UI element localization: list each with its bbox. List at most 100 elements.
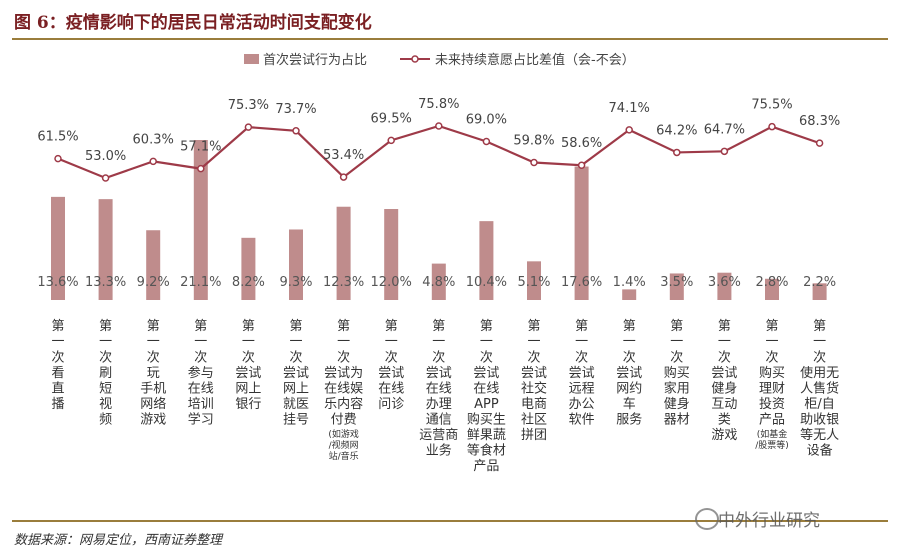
category-label: 尝试 <box>569 366 595 381</box>
category-label: 一 <box>242 335 255 350</box>
bar-value-label: 8.2% <box>232 275 265 290</box>
line-point <box>577 161 586 169</box>
category-label: 通信 <box>426 413 452 428</box>
bar <box>384 209 399 300</box>
category-label: 玩 <box>147 366 160 381</box>
category-label: 一 <box>337 335 350 350</box>
line-value-label: 58.6% <box>561 136 602 151</box>
category-label: 等无人 <box>800 427 839 443</box>
line-point <box>339 173 348 181</box>
category-label: 问诊 <box>378 397 404 412</box>
line-series <box>54 122 824 182</box>
category-label: 助收银 <box>800 413 839 428</box>
bar-value-label: 9.2% <box>137 275 170 290</box>
category-label: 尝试为 <box>324 366 363 381</box>
line-value-label: 73.7% <box>275 102 316 117</box>
bar-value-label: 5.1% <box>517 275 550 290</box>
bar-value-label: 3.5% <box>660 275 693 290</box>
category-label: 第 <box>813 319 826 334</box>
category-label: 尝试 <box>616 366 642 381</box>
chart-svg: 首次尝试行为占比 未来持续意愿占比差值（会-不会） 13.6% 13.3% 9.2%… <box>37 52 840 474</box>
bar <box>765 278 779 300</box>
category-label: 次 <box>765 350 778 366</box>
category-label: 产品 <box>759 413 785 428</box>
bar-value-label: 2.8% <box>755 275 788 290</box>
bar <box>193 140 208 300</box>
category-label: 次 <box>623 350 636 366</box>
category-label: 学习 <box>188 412 214 428</box>
category-label: 器材 <box>664 413 690 428</box>
line-value-label: 68.3% <box>799 114 840 129</box>
category-label: 等食材 <box>467 443 506 459</box>
category-label: 类 <box>718 413 731 428</box>
bar <box>669 273 684 300</box>
category-label: 挂号 <box>283 413 309 428</box>
line-value-label: 60.3% <box>133 132 174 147</box>
category-label: 付费 <box>331 413 357 428</box>
category-label: APP <box>474 397 499 412</box>
bottom-rule <box>12 520 888 522</box>
line-point <box>768 122 776 131</box>
category-label: 第 <box>242 319 255 334</box>
line-point <box>244 123 253 131</box>
category-label: 电商 <box>521 397 547 412</box>
legend-bar-label: 首次尝试行为占比 <box>263 52 367 68</box>
bar-value-label: 13.3% <box>85 275 126 290</box>
watermark: 中外行业研究 <box>718 511 820 531</box>
bar <box>527 261 541 300</box>
category-label: 第 <box>337 319 350 334</box>
line-value-label: 75.8% <box>418 97 459 112</box>
category-label: 视 <box>99 397 112 412</box>
category-label: 第 <box>289 319 302 334</box>
category-label: 一 <box>670 335 683 350</box>
category-label: 次 <box>718 350 731 366</box>
bar-value-label: 9.3% <box>279 275 312 290</box>
category-label: 第 <box>527 319 540 334</box>
category-label: 一 <box>385 335 398 350</box>
line-point <box>101 174 110 182</box>
line-value-label: 69.0% <box>466 113 507 128</box>
category-label: 一 <box>813 335 826 350</box>
category-label: 第 <box>575 319 588 334</box>
bar <box>622 289 637 300</box>
category-label: 播 <box>51 397 64 412</box>
bar <box>574 166 589 300</box>
category-note: /股票等) <box>755 439 789 451</box>
legend-bar-swatch <box>244 54 259 64</box>
category-note: (如基金 <box>757 428 788 440</box>
line-value-label: 61.5% <box>37 130 78 145</box>
category-label: 办理 <box>426 397 452 412</box>
category-note: (如游戏 <box>328 428 359 440</box>
bar <box>812 283 827 300</box>
legend: 首次尝试行为占比 未来持续意愿占比差值（会-不会） <box>244 52 635 68</box>
bar <box>98 199 113 300</box>
category-label: 参与 <box>188 365 214 381</box>
legend-line-label: 未来持续意愿占比差值（会-不会） <box>435 52 635 68</box>
category-label: 在线 <box>378 382 404 397</box>
category-label: 在线 <box>473 382 499 397</box>
category-label: 次 <box>51 350 64 366</box>
line-point <box>482 137 491 146</box>
category-label: 运营商 <box>419 428 458 443</box>
category-label: 车 <box>623 396 636 412</box>
category-label: 手机 <box>140 382 166 397</box>
category-label: 产品 <box>473 459 499 474</box>
line-value-label: 59.8% <box>513 133 554 148</box>
top-rule <box>12 38 888 40</box>
category-label: 就医 <box>283 397 309 412</box>
line-point <box>625 126 633 134</box>
bar <box>146 230 161 300</box>
wechat-icon <box>695 508 719 530</box>
category-note: /视频网 <box>329 439 359 451</box>
category-label: 直 <box>51 382 64 397</box>
line-value-label: 53.4% <box>323 148 364 163</box>
category-label: 一 <box>527 335 540 350</box>
category-label: 使用无 <box>800 365 839 381</box>
category-note: 站/音乐 <box>329 450 359 462</box>
category-label: 短 <box>99 382 112 397</box>
line-value-label: 64.7% <box>704 122 745 137</box>
category-label: 次 <box>813 350 826 366</box>
category-label: 一 <box>51 335 64 350</box>
category-label: 尝试 <box>426 366 452 381</box>
